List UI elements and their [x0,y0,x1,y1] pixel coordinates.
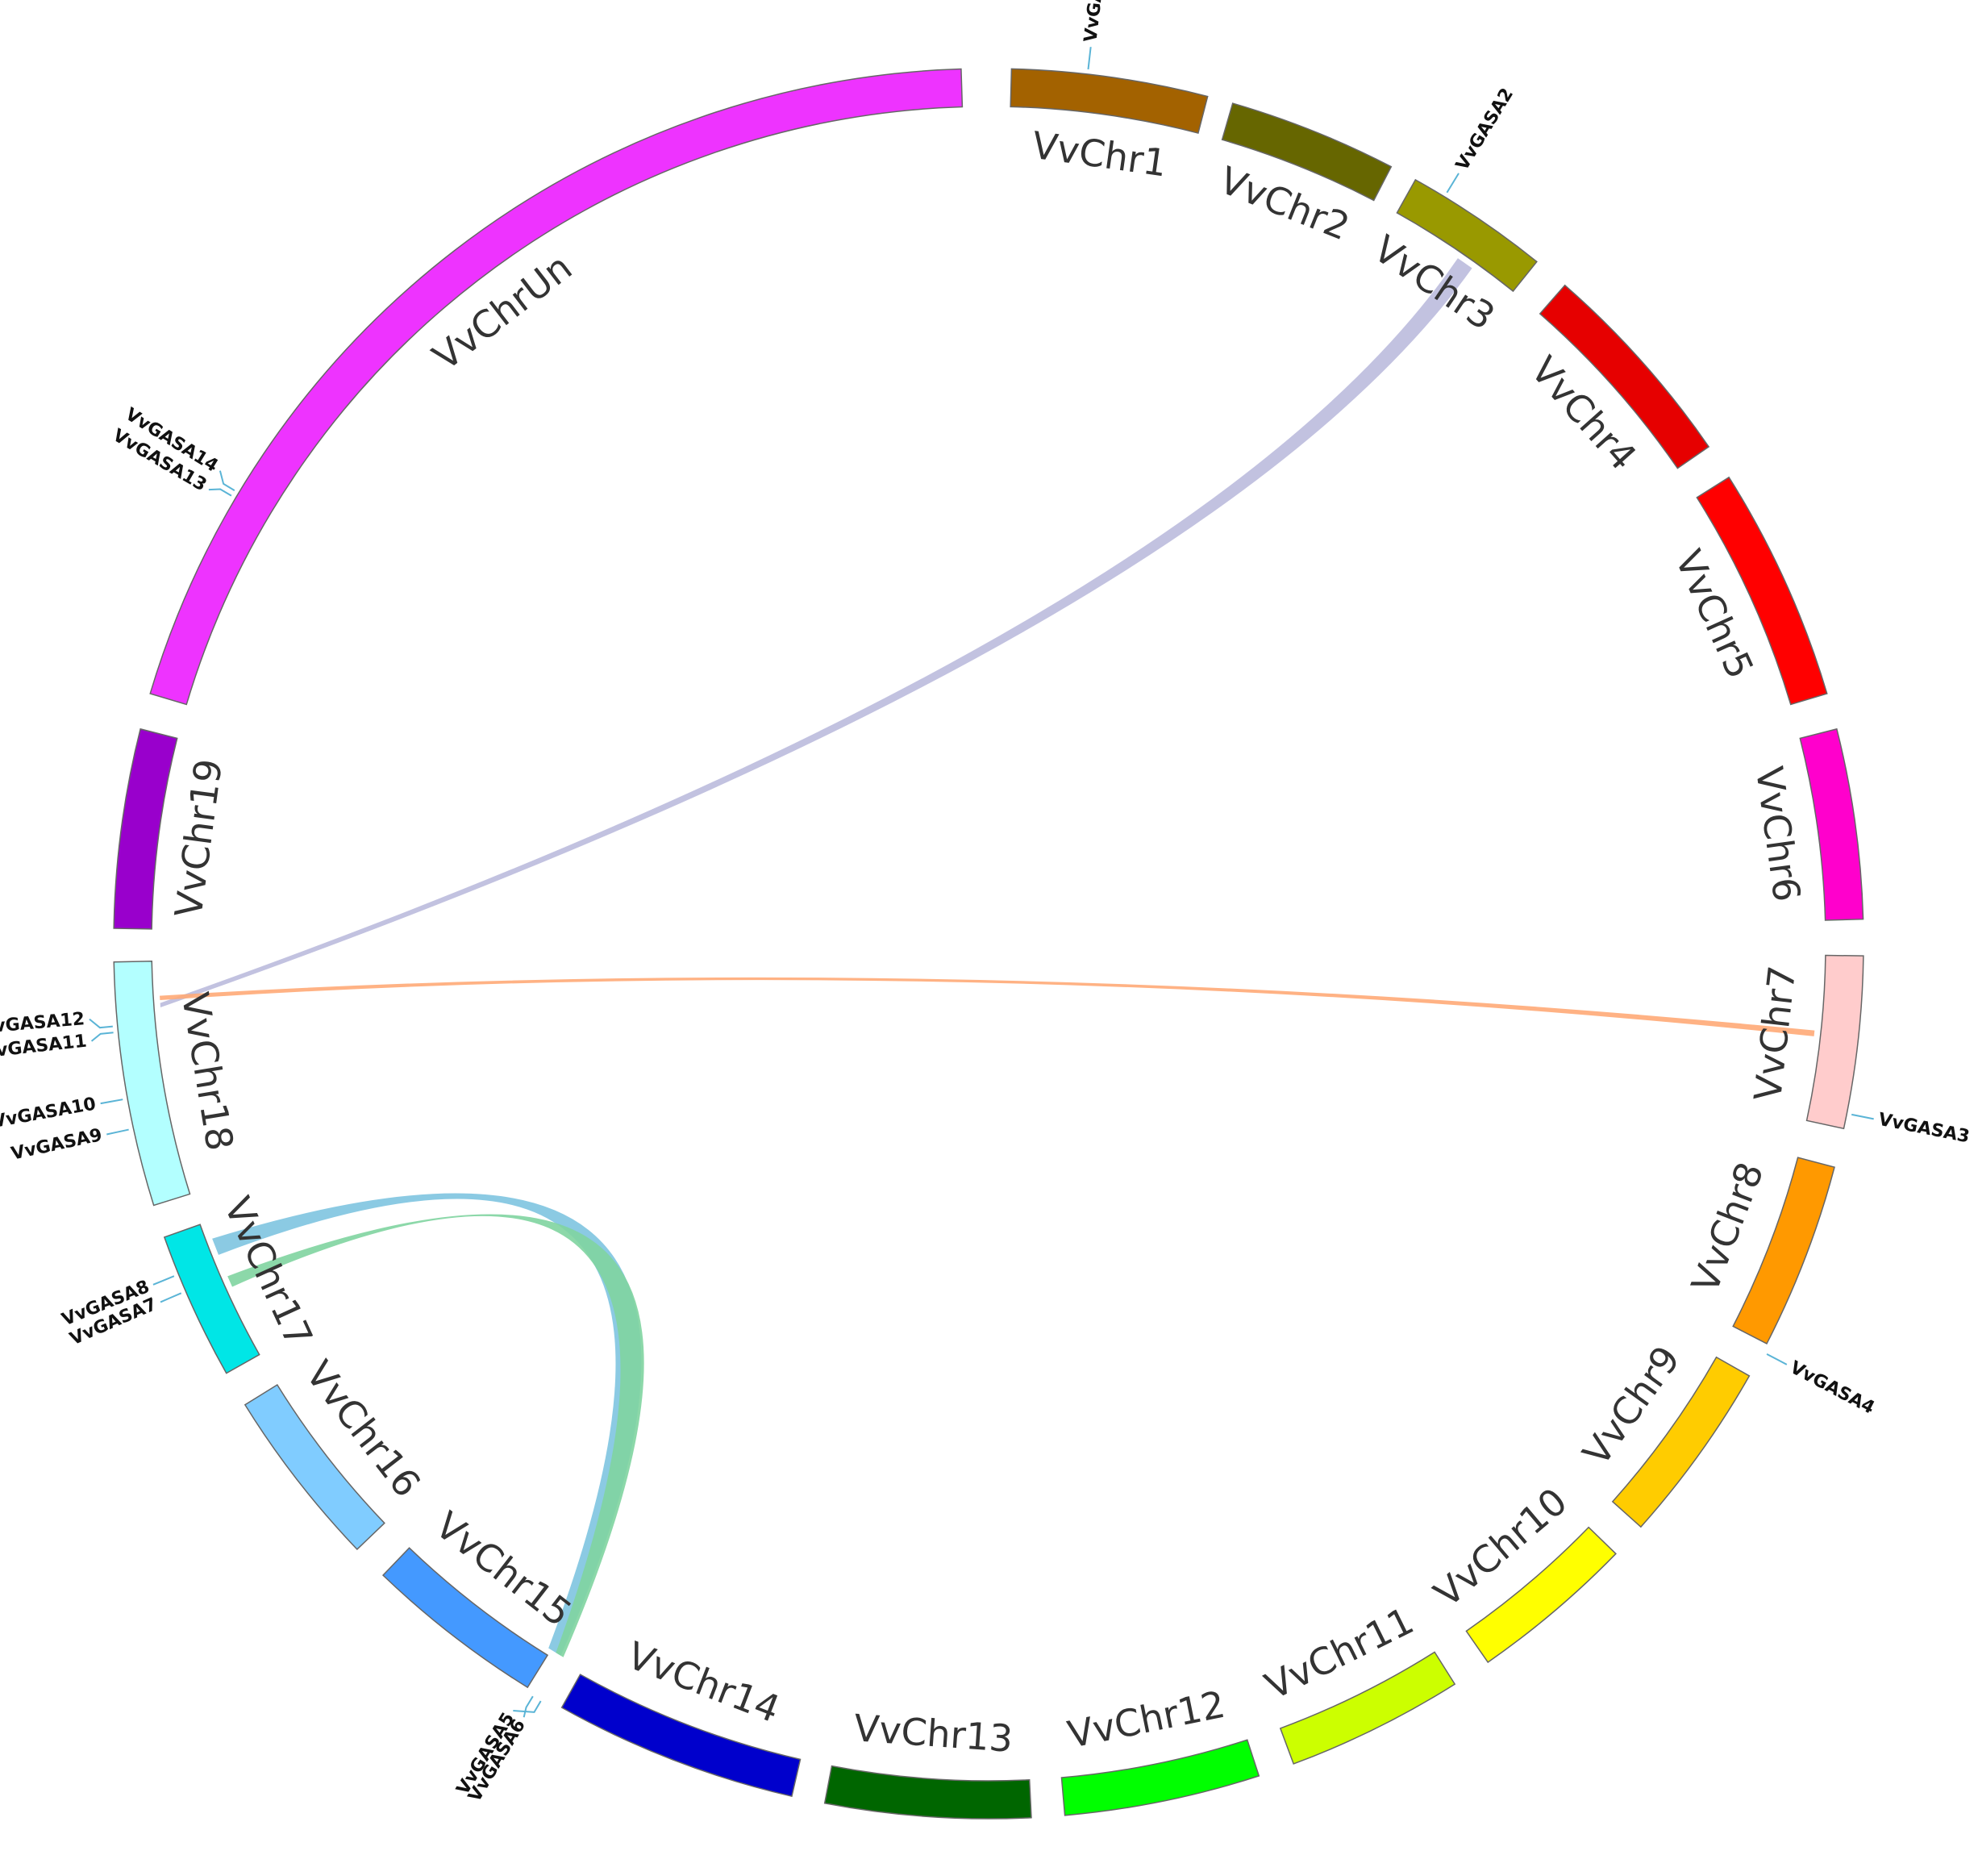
gene-label: VvGASA4 [1787,1357,1878,1419]
chromosome-labels: VvChr1VvChr2VvChr3VvChr4VvChr5VvChr6VvCh… [166,123,1809,1761]
chromosome-segment-vvchr10 [1465,1526,1617,1663]
chromosome-segment-vvchr9 [1611,1356,1751,1528]
gene-tick [1851,1113,1874,1120]
chromosome-label: VvChr12 [1064,1682,1229,1757]
gene-tick [1766,1353,1788,1365]
gene-tick [152,1275,175,1286]
chromosome-ring [113,68,1864,1820]
chromosome-segment-vvchr14 [560,1674,802,1798]
chromosome-segment-vvchr3 [1396,178,1538,293]
chromosome-segment-vvchr7 [1805,954,1864,1130]
gene-label: VvGASA2 [1452,85,1518,174]
synteny-links [160,258,1815,1657]
gene-tick [1446,173,1460,194]
link-vvchr17-vvchr14 [212,1193,642,1656]
chromosome-segment-vvchr13 [823,1765,1032,1820]
chromosome-segment-vvchr12 [1060,1739,1260,1816]
link-vvchr17-vvchr14 [227,1214,644,1657]
chromosome-segment-vvchr19 [113,727,178,930]
chromosome-segment-vvchr11 [1279,1651,1456,1765]
chromosome-segment-vvchr16 [244,1383,385,1551]
chromosome-segment-vvchr5 [1696,476,1828,706]
gene-label: VvGASA1 [1081,0,1111,44]
chromosome-segment-vvchr6 [1799,727,1864,921]
gene-tick [160,1292,182,1303]
chromosome-segment-vvchr15 [381,1547,549,1689]
chromosome-label: VvChr19 [166,757,231,920]
chromosome-segment-vvchr17 [163,1224,260,1374]
gene-labels: VvGASA1VvGASA2VvGASA3VvGASA4VvGASA5VvGAS… [0,0,1972,1806]
chromosome-segment-vvchr18 [113,960,191,1207]
chromosome-label: VvChr7 [1746,964,1805,1103]
gene-label: VvGASA11 [0,1032,88,1063]
gene-tick [106,1128,129,1136]
chromosome-label: VvChr18 [173,990,242,1154]
chromosome-segment-vvchr8 [1732,1157,1835,1344]
gene-tick [1087,47,1092,70]
gene-tick [219,470,235,491]
chromosome-segment-vvchrun [149,68,964,706]
gene-label: VvGASA3 [1876,1110,1971,1148]
chromosome-segment-vvchr1 [1010,68,1209,134]
gene-tick [513,1700,542,1713]
gene-tick [100,1099,123,1105]
chromosome-segment-vvchr4 [1539,284,1710,469]
gene-label: VvGASA10 [0,1094,98,1132]
link-vvchr18-vvchr7 [160,977,1815,1036]
gene-tick [523,1695,534,1718]
chromosome-label: VvChr13 [852,1706,1014,1761]
chromosome-label: VvChr1 [1030,123,1170,186]
chromosome-label: VvChr6 [1747,764,1809,904]
gene-tick [89,1018,113,1029]
gene-tick [90,1032,114,1042]
gene-tick [208,488,232,497]
chromosome-segment-vvchr2 [1221,102,1393,202]
gene-label: VvGASA9 [10,1125,104,1165]
